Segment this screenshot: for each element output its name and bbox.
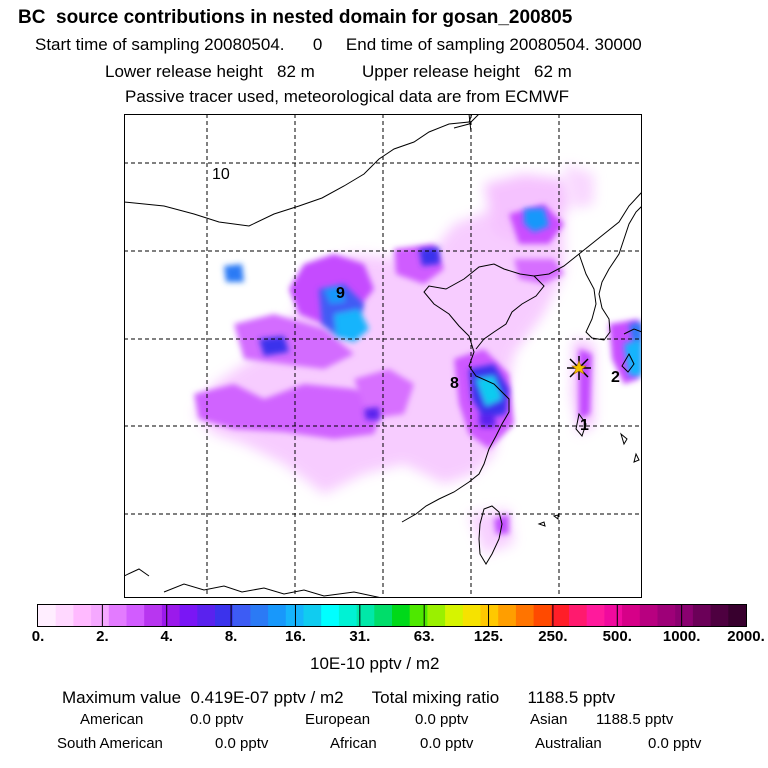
color-swatch <box>427 605 446 626</box>
color-swatch <box>586 605 605 626</box>
region-label-9: 9 <box>336 285 345 302</box>
max-value-label: Maximum value <box>62 688 182 707</box>
region-label-2: 2 <box>611 369 620 386</box>
color-scale-tick-label: 250. <box>538 628 568 645</box>
color-swatch <box>657 605 676 626</box>
color-scale-tick-label: 1000. <box>662 628 701 645</box>
color-scale-tick-label: 8. <box>224 628 238 645</box>
color-swatch <box>675 605 694 626</box>
color-swatch <box>303 605 322 626</box>
color-swatch <box>38 605 57 626</box>
american-value: 0.0 pptv <box>190 711 244 728</box>
color-swatch <box>409 605 428 626</box>
map-coastlines <box>124 114 642 598</box>
australian-label: Australian <box>535 735 602 752</box>
color-scale-bar <box>37 604 747 627</box>
color-scale-tick-label: 2000. <box>727 628 765 645</box>
region-label-8: 8 <box>450 375 459 392</box>
sampling-times: Start time of sampling 20080504. 0 End t… <box>35 36 642 53</box>
color-swatch <box>710 605 729 626</box>
region-label-1: 1 <box>580 417 589 434</box>
color-swatch <box>604 605 623 626</box>
color-swatch <box>462 605 481 626</box>
asian-value: 1188.5 pptv <box>596 711 674 728</box>
color-scale-tick-label: 125. <box>473 628 504 645</box>
upper-height-value: 62 m <box>534 62 572 81</box>
color-swatch <box>622 605 641 626</box>
color-swatch <box>356 605 375 626</box>
color-swatch <box>108 605 127 626</box>
tracer-note: Passive tracer used, meteorological data… <box>125 87 570 106</box>
color-swatch <box>250 605 269 626</box>
european-label: European <box>305 711 371 728</box>
color-swatch <box>533 605 552 626</box>
color-swatch <box>232 605 251 626</box>
color-swatch <box>480 605 499 626</box>
max-and-total: Maximum value 0.419E-07 pptv / m2 Total … <box>62 689 615 706</box>
color-swatch <box>215 605 234 626</box>
american-label: American <box>80 711 144 728</box>
color-swatch <box>268 605 287 626</box>
color-swatch <box>73 605 92 626</box>
european-value: 0.0 pptv <box>415 711 469 728</box>
total-mixing-label: Total mixing ratio <box>371 688 500 707</box>
color-swatch <box>639 605 658 626</box>
map-gridlines <box>124 114 642 598</box>
start-time-label: Start time of sampling <box>35 35 200 54</box>
color-swatch <box>498 605 517 626</box>
color-swatch <box>692 605 712 626</box>
color-swatch <box>374 605 393 626</box>
concentration-hotspots <box>224 208 642 427</box>
contribution-map: 10 9 8 2 1 <box>124 114 642 598</box>
south-american-label: South American <box>57 735 163 752</box>
total-mixing-value: 1188.5 pptv <box>527 688 616 707</box>
end-time-label: End time of sampling <box>345 35 505 54</box>
color-scale-tick-label: 31. <box>349 628 371 645</box>
color-swatch <box>161 605 181 626</box>
color-swatch <box>551 605 570 626</box>
color-swatch <box>338 605 358 626</box>
color-scale-tick-label: 2. <box>96 628 109 645</box>
map-frame <box>124 114 642 598</box>
color-scale-units: 10E-10 pptv / m2 <box>310 654 440 673</box>
color-swatch <box>445 605 464 626</box>
color-scale-tick-label: 500. <box>602 628 632 645</box>
color-scale-tick-label: 16. <box>285 628 306 645</box>
australian-value: 0.0 pptv <box>648 735 702 752</box>
south-american-value: 0.0 pptv <box>215 735 269 752</box>
color-swatch <box>144 605 163 626</box>
lower-height-value: 82 m <box>277 62 315 81</box>
color-swatch <box>321 605 340 626</box>
color-scale-tick-label: 63. <box>413 628 435 645</box>
map-title: BC source contributions in nested domain… <box>18 7 573 28</box>
color-swatch <box>392 605 411 626</box>
african-value: 0.0 pptv <box>420 735 474 752</box>
region-label-10: 10 <box>212 166 230 183</box>
color-swatch <box>197 605 216 626</box>
upper-height-label: Upper release height <box>362 62 520 81</box>
release-heights: Lower release height 82 m Upper release … <box>105 63 572 80</box>
asian-label: Asian <box>530 711 568 728</box>
max-value: 0.419E-07 pptv / m2 <box>190 688 344 707</box>
end-time-value: 20080504. 30000 <box>509 35 642 54</box>
color-scale-tick-label: 4. <box>160 628 173 645</box>
color-scale-tick-label: 0. <box>31 628 45 645</box>
color-swatch <box>91 605 110 626</box>
color-swatch <box>179 605 198 626</box>
start-time-value: 20080504. 0 <box>204 35 323 54</box>
color-swatch <box>55 605 74 626</box>
color-scale-frame <box>37 604 747 627</box>
lower-height-label: Lower release height <box>105 62 263 81</box>
african-label: African <box>330 735 377 752</box>
station-marker-icon <box>567 356 591 380</box>
color-swatch <box>515 605 535 626</box>
color-swatch <box>285 605 304 626</box>
color-swatch <box>728 605 747 626</box>
color-swatch <box>569 605 588 626</box>
color-swatch <box>126 605 145 626</box>
